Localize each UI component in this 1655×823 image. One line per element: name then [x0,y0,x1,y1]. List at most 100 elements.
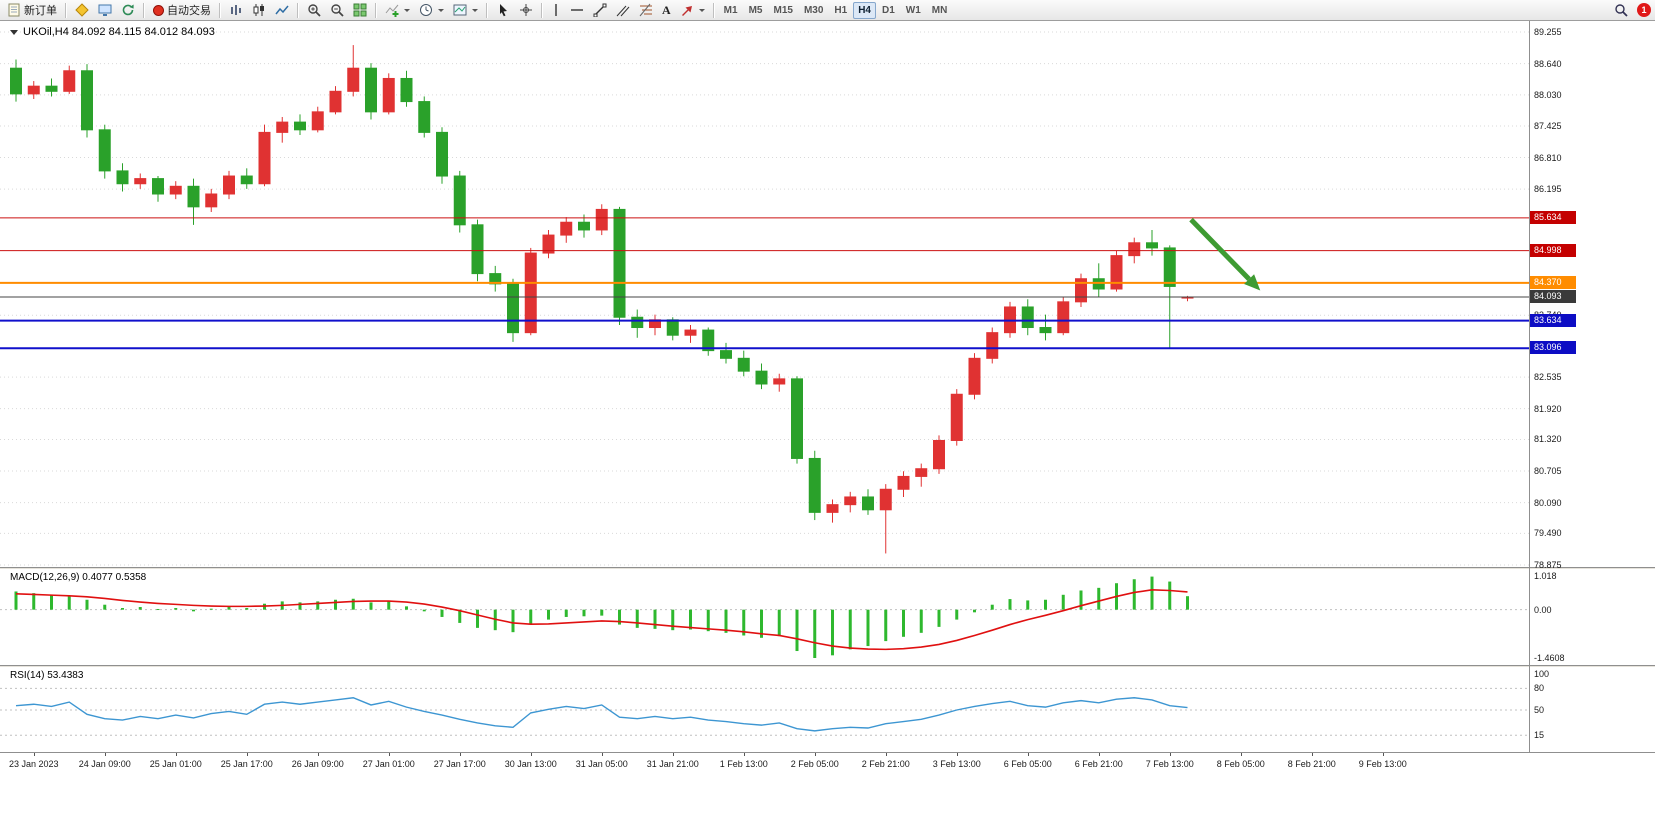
line-chart-button[interactable] [271,1,293,19]
macd-bar [760,609,763,638]
candle [276,116,289,143]
search-button[interactable] [1610,1,1632,19]
monitor-icon [98,3,112,17]
toolbar: 新订单 自动交易 [0,0,1655,21]
periods-button[interactable] [415,1,448,19]
horizontal-line-icon [570,3,584,17]
candle [27,81,40,100]
horizontal-line-button[interactable] [566,1,588,19]
timeframe-mn[interactable]: MN [927,2,953,19]
candle [45,78,58,97]
macd-bar [14,591,18,610]
market-watch-button[interactable] [94,1,116,19]
timeframe-h1[interactable]: H1 [829,2,852,19]
toolbar-separator [65,2,67,18]
time-tick [1098,753,1100,756]
indicators-button[interactable] [381,1,414,19]
arrows-button[interactable] [676,1,709,19]
price-axis-label: 79.490 [1534,528,1562,539]
notification-badge[interactable]: 1 [1637,3,1651,17]
tile-windows-icon [353,3,367,17]
candle [915,463,928,487]
macd-label: MACD(12,26,9) 0.4077 0.5358 [10,572,147,583]
candle [613,206,626,325]
candle [1075,273,1087,307]
timeframe-m1[interactable]: M1 [719,2,743,19]
timeframe-m5[interactable]: M5 [744,2,768,19]
candle [684,324,697,343]
refresh-button[interactable] [117,1,139,19]
candle [737,350,750,377]
panel-separator[interactable] [0,567,1655,570]
crosshair-button[interactable] [515,1,537,19]
fibonacci-button[interactable] [635,1,657,19]
channel-icon [616,3,630,17]
timeframe-m15[interactable]: M15 [768,2,797,19]
time-axis-label: 8 Feb 05:00 [1216,759,1265,769]
channel-button[interactable] [612,1,634,19]
timeframe-m30[interactable]: M30 [799,2,828,19]
templates-button[interactable] [449,1,482,19]
macd-bar [138,607,142,610]
fibonacci-icon [639,3,653,17]
new-order-button[interactable]: 新订单 [4,1,61,19]
dropdown-caret-icon [698,8,705,12]
candle [1146,229,1158,256]
candle [294,114,306,135]
candle [400,70,413,107]
macd-bar [618,609,621,625]
time-tick [956,753,958,756]
macd-bar [813,609,817,658]
new-order-icon [8,3,21,17]
time-axis-label: 2 Feb 21:00 [861,759,910,769]
cursor-button[interactable] [492,1,514,19]
collapse-caret-icon[interactable] [10,29,18,35]
macd-bar [405,606,408,610]
timeframe-w1[interactable]: W1 [901,2,926,19]
text-button[interactable]: A [658,1,675,19]
arrow-annotation[interactable] [1189,217,1261,291]
dropdown-caret-icon [404,8,410,12]
dropdown-caret-icon [472,8,478,12]
new-order-label: 新订单 [24,5,57,17]
autotrading-button[interactable]: 自动交易 [149,1,215,19]
price-axis-label: 86.810 [1534,152,1562,163]
timeframe-h4[interactable]: H4 [853,1,876,19]
macd-bar [547,609,550,620]
trendline-button[interactable] [589,1,611,19]
zoom-in-button[interactable] [303,1,325,19]
macd-signal-line [15,589,1188,651]
bar-chart-button[interactable] [225,1,247,19]
macd-panel [0,576,1529,658]
time-tick [1169,753,1171,756]
time-axis-label: 8 Feb 21:00 [1287,759,1336,769]
panel-separator[interactable] [0,665,1655,668]
price-badge: 83.096 [1530,341,1576,355]
time-axis-label: 25 Jan 17:00 [220,759,273,769]
macd-bar [884,609,888,642]
profile-charts-button[interactable] [71,1,93,19]
price-axis-label: 87.425 [1534,120,1562,131]
candlestick-chart-button[interactable] [248,1,270,19]
macd-bar [919,609,923,633]
candle [560,217,573,243]
candle [329,86,342,115]
macd-bar [227,606,231,610]
candle [755,363,768,390]
macd-bar [209,608,213,610]
cursor-icon [496,3,510,17]
candle [134,173,147,189]
tile-windows-button[interactable] [349,1,371,19]
timeframe-d1[interactable]: D1 [877,2,900,19]
rsi-axis-label: 50 [1534,705,1545,715]
vertical-line-button[interactable] [547,1,565,19]
toolbar-separator [375,2,377,18]
time-tick [672,753,674,756]
candle [382,73,395,115]
candle [862,489,874,515]
macd-bar [351,598,355,610]
macd-bar [600,609,604,616]
time-axis-label: 26 Jan 09:00 [291,759,344,769]
candle [258,124,271,187]
zoom-out-button[interactable] [326,1,348,19]
